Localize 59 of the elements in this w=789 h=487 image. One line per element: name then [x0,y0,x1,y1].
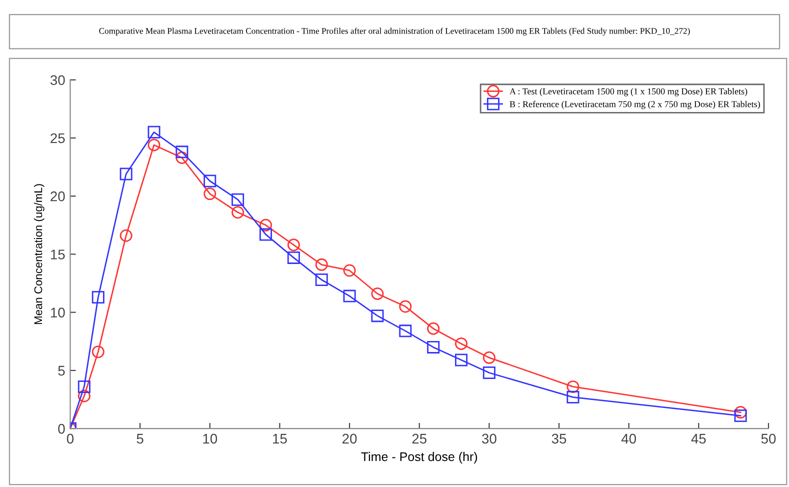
point [120,229,132,242]
point [176,146,188,158]
x-tick-label: 50 [761,434,776,444]
point [287,238,300,252]
x-tick-label: 15 [273,434,287,444]
x-tick-label: 35 [552,434,566,444]
point [399,300,412,313]
x-axis-title: Time - Post dose (hr) [361,452,478,464]
legend-label: A : Test (Levetiracetam 1500 mg (1 x 1500 mg Dose) ER Tablets) [510,88,748,96]
point [482,351,496,364]
y-tick-label: 10 [50,308,65,318]
point [427,340,440,354]
point [371,310,384,322]
point [566,390,580,404]
point [455,337,468,350]
x-tick-label: 0 [66,434,74,444]
point [120,168,132,180]
point [734,406,747,419]
point [371,287,384,300]
x-tick-label: 10 [203,434,218,444]
point [232,193,244,206]
point [204,174,216,188]
point [399,324,412,338]
chart-title: Comparative Mean Plasma Levetiracetam Concentration - Time Profiles after oral administration of Levetiracetam 1500 mg ER Tablets (Fed Study number: PKD_10_272) [99,28,690,36]
point [232,206,244,219]
point [287,251,300,264]
x-tick-label: 5 [136,434,144,444]
point [455,354,468,366]
x-tick-label: 45 [691,434,706,444]
point [148,138,160,152]
point [343,290,356,302]
point [315,274,328,286]
point [734,410,747,422]
point [482,366,496,380]
point [315,258,328,271]
y-tick-label: 0 [58,424,65,434]
y-tick-label: 5 [58,366,65,376]
point [92,290,104,304]
x-tick-label: 40 [621,434,636,444]
y-tick-label: 25 [50,133,65,144]
x-tick-label: 25 [412,434,426,444]
point [92,346,104,358]
y-axis-title: Mean Concentration (ug/mL) [34,184,44,324]
point [148,126,160,138]
point [204,188,216,200]
point [78,380,90,393]
x-tick-label: 20 [342,434,357,444]
y-tick-label: 30 [50,75,65,86]
point [176,151,188,164]
point [566,380,580,393]
legend-label: B : Reference (Levetiracetam 750 mg (2 x 750 mg Dose) ER Tablets) [510,100,760,110]
point [427,322,440,335]
y-tick-label: 20 [50,191,65,202]
point [343,264,356,277]
x-tick-label: 30 [482,434,496,444]
point [78,390,90,402]
point [259,218,272,232]
point [259,228,272,241]
y-tick-label: 15 [50,250,65,260]
